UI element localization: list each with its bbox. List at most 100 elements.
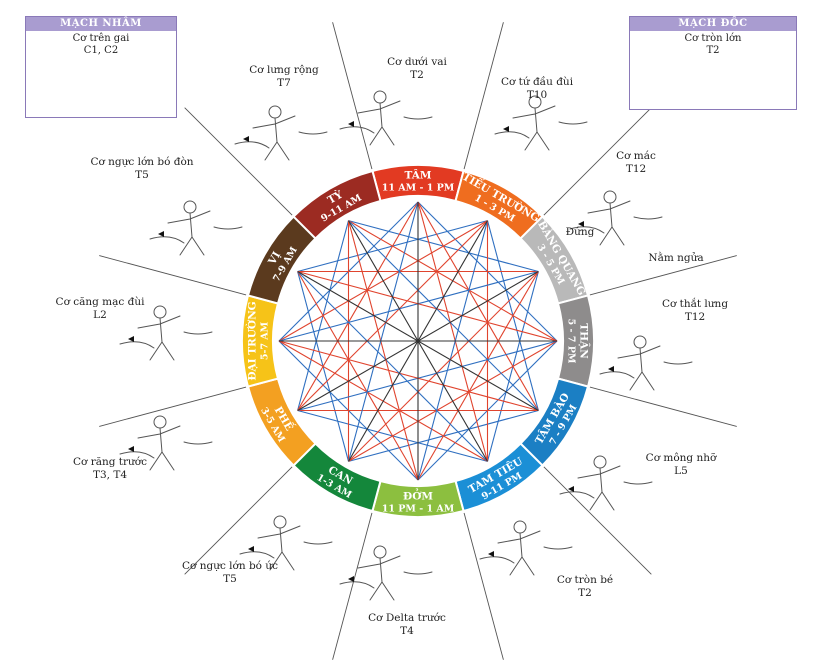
sector-divider-line bbox=[184, 465, 294, 575]
muscle-test-figure bbox=[494, 95, 588, 151]
inset-right-box: MẠCH ĐỐC Cơ tròn lớn T2 bbox=[629, 16, 797, 110]
figure-body bbox=[137, 315, 181, 361]
muscle-test-figure bbox=[239, 515, 333, 571]
muscle-label-anterior-deltoid: Cơ Delta trước T4 bbox=[368, 612, 446, 637]
star-chord-line bbox=[278, 340, 539, 412]
arrow-icon bbox=[348, 121, 354, 127]
star-chord-line bbox=[417, 201, 489, 462]
ring-segment-label-group: ĐẠI TRƯỜNG 5-7 AM bbox=[245, 301, 271, 380]
sector-divider-line bbox=[587, 255, 737, 296]
star-chord-line bbox=[348, 271, 539, 462]
figure-limb bbox=[149, 226, 243, 244]
muscle-test-figure bbox=[119, 305, 213, 361]
muscle-label-quadriceps: Cơ tứ đầu đùi T10 bbox=[500, 76, 574, 101]
arrow-icon bbox=[503, 126, 509, 132]
muscle-label-psoas: Cơ thắt lưng T12 bbox=[661, 298, 729, 323]
figure-limb bbox=[339, 116, 433, 134]
muscle-test-figure bbox=[559, 455, 653, 511]
figure-limb bbox=[339, 571, 433, 589]
star-chord-line bbox=[297, 271, 488, 462]
figure-limb bbox=[239, 541, 333, 559]
arrow-icon bbox=[608, 366, 614, 372]
muscle-label-teres-minor: Cơ tròn bé T2 bbox=[556, 574, 614, 599]
arrow-icon bbox=[128, 336, 134, 342]
inset-left-level: C1, C2 bbox=[83, 45, 119, 56]
star-chord-line bbox=[348, 220, 488, 462]
muscle-label-peroneus: Cơ mác T12 bbox=[616, 150, 656, 175]
star-chord-line bbox=[417, 220, 489, 481]
star-chord-line bbox=[278, 270, 539, 342]
star-chord-line bbox=[347, 220, 419, 481]
figure-body bbox=[497, 530, 541, 576]
figure-limb bbox=[569, 216, 663, 234]
figure-body bbox=[512, 105, 556, 151]
star-chord-line bbox=[297, 220, 488, 411]
sector-divider-line bbox=[542, 107, 652, 217]
figure-body bbox=[617, 345, 661, 391]
sector-divider-line bbox=[542, 465, 652, 575]
sector-divider-line bbox=[463, 22, 504, 172]
muscle-label-latissimus-dorsi: Cơ lưng rộng T7 bbox=[249, 64, 319, 89]
sector-divider-line bbox=[184, 107, 294, 217]
sector-divider-lines bbox=[99, 22, 737, 660]
inset-left-title: MẠCH NHÂM bbox=[26, 17, 176, 31]
figure-head bbox=[273, 515, 287, 529]
figure-head bbox=[153, 305, 167, 319]
arrow-icon bbox=[488, 551, 494, 557]
figure-limb bbox=[234, 131, 328, 149]
inset-right-level: T2 bbox=[706, 45, 720, 56]
sector-divider-line bbox=[99, 386, 249, 427]
figure-limb bbox=[599, 361, 693, 379]
figure-limb bbox=[559, 481, 653, 499]
ring-segment-time: 11 PM - 1 AM bbox=[382, 504, 455, 515]
star-chord-line bbox=[348, 220, 539, 411]
arrow-icon bbox=[578, 221, 584, 227]
inset-right-title: MẠCH ĐỐC bbox=[630, 17, 796, 31]
ring-segment-name: TÂM bbox=[404, 168, 431, 182]
figure-limb bbox=[119, 441, 213, 459]
meridian-star-lines bbox=[278, 201, 558, 481]
figure-head bbox=[268, 105, 282, 119]
ring-segment-name: THẬN bbox=[578, 323, 592, 359]
figure-limb bbox=[494, 121, 588, 139]
figure-head bbox=[513, 520, 527, 534]
ring-segment-name: ĐỞM bbox=[403, 488, 433, 503]
muscle-test-figure bbox=[119, 415, 213, 471]
arrow-icon bbox=[128, 446, 134, 452]
sector-divider-line bbox=[587, 386, 737, 427]
figure-head bbox=[593, 455, 607, 469]
muscle-test-figure bbox=[339, 90, 433, 146]
muscle-test-figure bbox=[234, 105, 328, 161]
figure-head bbox=[373, 545, 387, 559]
figure-limb bbox=[119, 331, 213, 349]
arrow-icon bbox=[243, 136, 249, 142]
figure-body bbox=[167, 210, 211, 256]
muscle-test-figure bbox=[599, 335, 693, 391]
muscle-test-figure bbox=[339, 545, 433, 601]
inset-left-muscle: Cơ trên gai bbox=[72, 33, 130, 44]
inset-right-muscle: Cơ tròn lớn bbox=[684, 33, 742, 44]
figure-head bbox=[183, 200, 197, 214]
figure-body bbox=[137, 425, 181, 471]
caption-supine: Nằm ngửa bbox=[648, 252, 704, 264]
figure-head bbox=[603, 190, 617, 204]
muscle-label-gluteus-medius: Cơ mông nhỡ L5 bbox=[645, 452, 717, 477]
figure-head bbox=[373, 90, 387, 104]
figure-body bbox=[252, 115, 296, 161]
caption-standing: Đứng bbox=[565, 226, 595, 238]
sector-divider-line bbox=[99, 255, 249, 296]
sector-divider-line bbox=[463, 510, 504, 660]
arrow-icon bbox=[248, 546, 254, 552]
star-chord-line bbox=[297, 340, 558, 412]
muscle-label-serratus-anterior: Cơ răng trước T3, T4 bbox=[73, 456, 147, 481]
sector-divider-line bbox=[332, 22, 373, 172]
muscle-test-figure bbox=[149, 200, 243, 256]
figure-head bbox=[633, 335, 647, 349]
figure-body bbox=[587, 200, 631, 246]
muscle-label-subscapularis: Cơ dưới vai T2 bbox=[387, 56, 447, 81]
muscle-label-tensor-fasciae-latae: Cơ căng mạc đùi L2 bbox=[55, 296, 145, 321]
